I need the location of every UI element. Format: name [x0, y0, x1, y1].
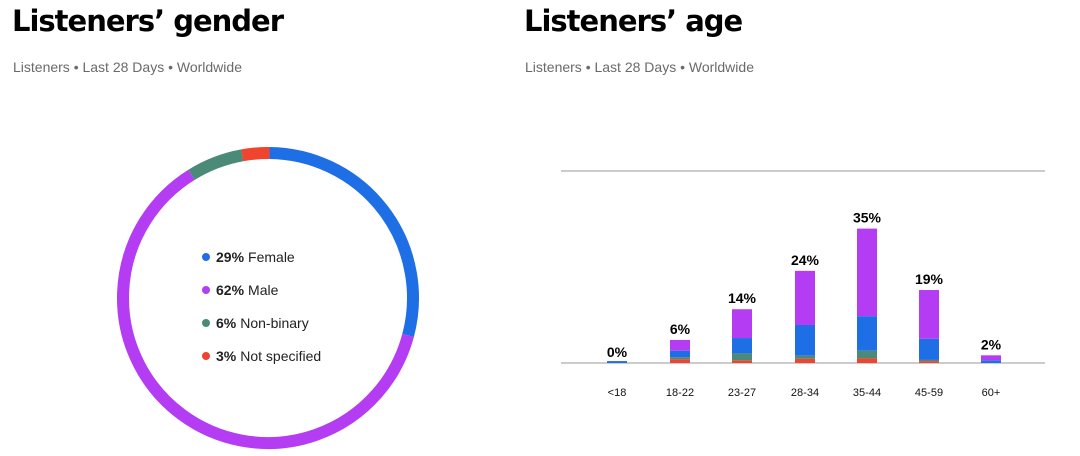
bar-23-27-not-specified [732, 360, 752, 363]
bar-18-22-not-specified [670, 359, 690, 363]
x-tick-label-35-44: 35-44 [853, 387, 881, 399]
bar-18-22-non-binary [670, 357, 690, 360]
gender-panel-title: Listeners’ gender [12, 4, 284, 38]
legend-male-pct: 62% [216, 281, 245, 298]
bar-23-27-non-binary [732, 353, 752, 361]
bar-45-59-not-specified [919, 361, 939, 363]
x-tick-label-18: <18 [608, 387, 627, 399]
age-panel-title: Listeners’ age [524, 4, 743, 38]
x-tick-label-18-22: 18-22 [666, 387, 694, 399]
bar-18-female [607, 361, 627, 363]
bar-total-label-18-22: 6% [670, 321, 691, 337]
bar-60-female [981, 360, 1001, 363]
x-tick-label-28-34: 28-34 [791, 387, 819, 399]
not-specified-dot [202, 351, 210, 360]
bar-35-44-male [857, 228, 877, 317]
donut-slice-male [117, 169, 414, 449]
legend-female-label: Female [248, 248, 295, 265]
legend-not-specified-label: Not specified [240, 347, 322, 364]
bar-28-34-male [795, 270, 815, 325]
x-tick-label-23-27: 23-27 [728, 387, 756, 399]
age-panel-subtitle: Listeners • Last 28 Days • Worldwide [525, 59, 754, 75]
x-tick-label-60: 60+ [982, 387, 1001, 399]
bar-28-34-not-specified [795, 358, 815, 363]
legend-item-female: 29% Female [202, 240, 321, 273]
legend-non-binary-label: Non-binary [240, 314, 309, 331]
bar-total-label-18: 0% [607, 344, 628, 360]
donut-slice-non-binary [188, 149, 244, 180]
donut-slice-not-specified [241, 147, 270, 162]
bar-35-44-not-specified [857, 358, 877, 363]
legend-item-male: 62% Male [202, 273, 321, 306]
bar-28-34-non-binary [795, 355, 815, 359]
legend-not-specified-pct: 3% [216, 347, 237, 364]
legend-item-not-specified: 3% Not specified [202, 339, 321, 372]
male-dot [202, 285, 210, 294]
bar-total-label-28-34: 24% [791, 252, 820, 268]
legend-non-binary-pct: 6% [216, 314, 237, 331]
bar-total-label-60: 2% [981, 336, 1002, 352]
bar-45-59-non-binary [919, 359, 939, 362]
bar-28-34-female [795, 324, 815, 356]
bar-total-label-45-59: 19% [915, 271, 944, 287]
bar-35-44-female [857, 316, 877, 351]
legend-item-non-binary: 6% Non-binary [202, 306, 321, 339]
gender-panel-subtitle: Listeners • Last 28 Days • Worldwide [13, 59, 242, 75]
bar-45-59-male [919, 290, 939, 339]
bar-35-44-non-binary [857, 350, 877, 359]
bar-45-59-female [919, 338, 939, 360]
bar-23-27-female [732, 338, 752, 354]
donut-slice-female [269, 147, 419, 338]
bar-23-27-male [732, 309, 752, 339]
bar-total-label-35-44: 35% [853, 210, 882, 226]
female-dot [202, 252, 210, 261]
legend-female-pct: 29% [216, 248, 245, 265]
non-binary-dot [202, 318, 210, 327]
bar-60-male [981, 355, 1001, 361]
gender-legend: 29% Female 62% Male 6% Non-binary 3% Not… [202, 240, 321, 372]
bar-total-label-23-27: 14% [728, 290, 757, 306]
x-tick-label-45-59: 45-59 [915, 387, 943, 399]
legend-male-label: Male [248, 281, 279, 298]
bar-18-22-female [670, 350, 690, 358]
bar-18-22-male [670, 339, 690, 351]
